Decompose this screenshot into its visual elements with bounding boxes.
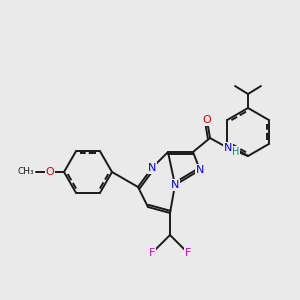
- Text: N: N: [171, 180, 179, 190]
- Text: N: N: [224, 143, 232, 153]
- Text: F: F: [185, 248, 191, 258]
- Text: H: H: [232, 147, 240, 157]
- Text: O: O: [46, 167, 54, 177]
- Text: CH₃: CH₃: [17, 167, 34, 176]
- Text: O: O: [202, 115, 211, 125]
- Text: F: F: [149, 248, 155, 258]
- Text: N: N: [148, 163, 156, 173]
- Text: N: N: [196, 165, 204, 175]
